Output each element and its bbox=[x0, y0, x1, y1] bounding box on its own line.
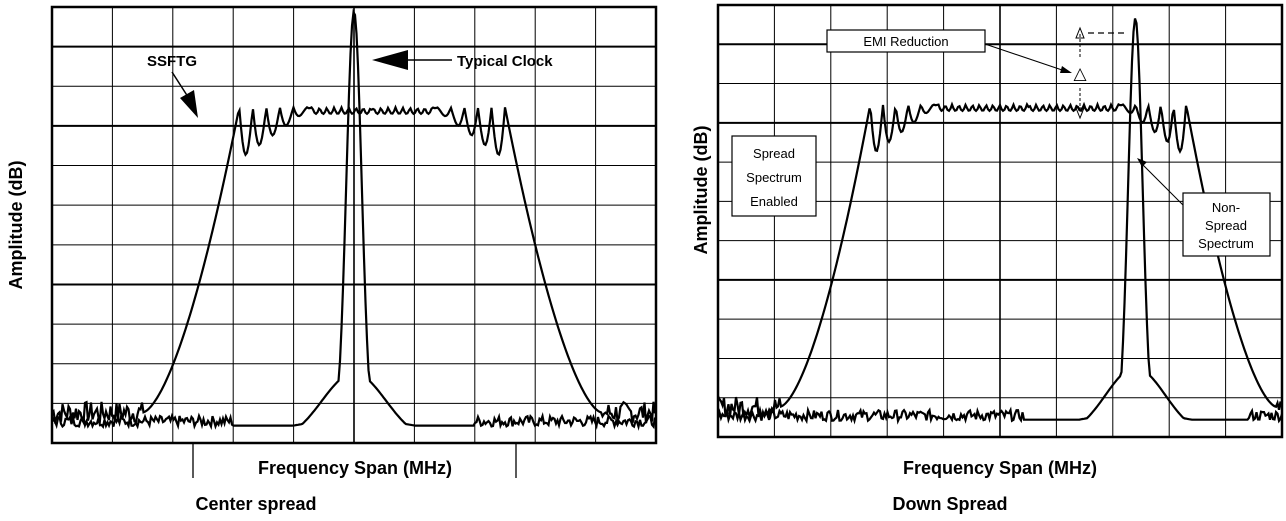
right-annotation-nonspread-line1: Non- bbox=[1212, 200, 1240, 215]
left-arrow-typical-clock bbox=[372, 50, 452, 70]
left-caption: Center spread bbox=[195, 494, 316, 514]
right-nonspread-leader bbox=[1139, 161, 1184, 206]
right-annotation-spread-line1: Spread bbox=[753, 146, 795, 161]
right-nonspread-leader-head bbox=[1137, 158, 1147, 167]
right-nonspread-box bbox=[1182, 192, 1271, 257]
right-y-axis-title: Amplitude (dB) bbox=[691, 126, 711, 255]
left-annotation-ssftg: SSFTG bbox=[147, 53, 197, 70]
left-x-axis-title: Frequency Span (MHz) bbox=[258, 458, 452, 478]
right-series-spread-enabled bbox=[717, 101, 1284, 421]
left-grid bbox=[52, 7, 656, 443]
left-y-axis-title: Amplitude (dB) bbox=[6, 161, 26, 290]
right-annotation-spread-line2: Spectrum bbox=[746, 170, 802, 185]
right-emi-box bbox=[826, 29, 986, 53]
left-arrow-ssftg bbox=[171, 71, 198, 118]
left-annotation-typical-clock: Typical Clock bbox=[457, 53, 553, 70]
right-annotation-emi: EMI Reduction bbox=[863, 34, 948, 49]
right-series-non-spread bbox=[716, 18, 1284, 425]
left-plot-frame bbox=[50, 5, 658, 445]
left-series-ssftg bbox=[51, 104, 657, 427]
right-dim-arrow-down bbox=[1075, 107, 1085, 120]
left-series-typical-clock bbox=[51, 8, 657, 431]
right-emi-leader bbox=[984, 43, 1069, 73]
right-annotation-spread-line3: Enabled bbox=[750, 194, 798, 209]
right-annotation-nonspread-line2: Spread bbox=[1205, 218, 1247, 233]
right-annotation-nonspread-line3: Spectrum bbox=[1198, 236, 1254, 251]
right-plot-frame bbox=[716, 3, 1284, 439]
right-caption: Down Spread bbox=[892, 494, 1007, 514]
left-panel: Amplitude (dB) Frequency Span (MHz) Cent… bbox=[6, 5, 658, 514]
right-dim-arrow-up bbox=[1075, 26, 1085, 39]
right-annotation-delta: △ bbox=[1073, 64, 1087, 83]
right-panel: Amplitude (dB) Frequency Span (MHz) Down… bbox=[691, 3, 1284, 514]
right-emi-leader-head bbox=[1060, 66, 1072, 73]
right-spread-box bbox=[731, 135, 817, 217]
right-x-axis-title: Frequency Span (MHz) bbox=[903, 458, 1097, 478]
